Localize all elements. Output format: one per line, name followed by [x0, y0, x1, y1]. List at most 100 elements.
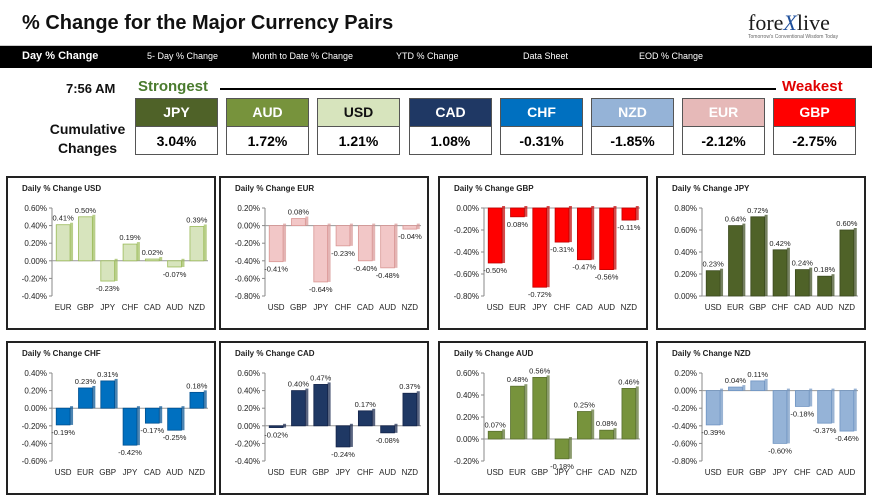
y-tick-label: 0.80%: [674, 204, 697, 213]
bar-aud: [380, 223, 398, 269]
bar-cad: [357, 223, 376, 262]
data-label: 0.42%: [769, 239, 791, 248]
currency-cumulative-value: 3.04%: [136, 126, 217, 154]
tab-month-to-date-change[interactable]: Month to Date % Change: [252, 51, 354, 61]
bar-nzd: [621, 386, 639, 440]
bar-chart-nzd: 0.20% 0.00% -0.20% -0.40% -0.60% -0.80% -0.39%…: [672, 369, 859, 477]
currency-box-usd: USD 1.21%: [317, 98, 400, 155]
bar-front: [817, 390, 832, 424]
tab-ytd-change[interactable]: YTD % Change: [396, 51, 459, 61]
bar-front: [510, 207, 525, 218]
y-tick-label: -0.80%: [454, 292, 479, 301]
bar-chf: [576, 409, 595, 440]
bar-front: [487, 207, 503, 264]
bar-front: [313, 225, 329, 283]
bar-cad: [144, 257, 163, 262]
x-tick-label: USD: [268, 468, 285, 477]
x-tick-label: JPY: [555, 468, 570, 477]
bar-front: [55, 407, 71, 426]
forexlive-logo[interactable]: foreXlive Tomorrow's Conventional Wisdom…: [748, 10, 839, 40]
bar-front: [487, 430, 503, 440]
bar-eur: [728, 385, 746, 392]
x-tick-label: CHF: [772, 303, 789, 312]
x-tick-label: NZD: [621, 303, 638, 312]
tab-eod-change[interactable]: EOD % Change: [639, 51, 704, 61]
bar-side: [159, 406, 163, 424]
bar-side: [305, 388, 309, 426]
bar-side: [70, 406, 74, 425]
x-tick-label: USD: [55, 468, 72, 477]
bar-usd: [268, 223, 287, 263]
bar-front: [705, 270, 721, 297]
data-label: -0.24%: [331, 450, 355, 459]
data-label: -0.04%: [398, 232, 422, 241]
bar-cad: [144, 406, 163, 424]
bar-side: [502, 429, 506, 439]
chart-title: Daily % Change NZD: [672, 349, 751, 358]
bar-side: [283, 423, 287, 428]
bar-front: [189, 391, 205, 409]
bar-front: [357, 410, 373, 427]
x-tick-label: GBP: [749, 303, 766, 312]
data-label: 0.24%: [792, 259, 814, 268]
bar-chart-jpy: 0.80% 0.60% 0.40% 0.20% 0.00% 0.23% USD 0.64% EU…: [674, 204, 858, 312]
bar-side: [327, 382, 331, 426]
bar-side: [372, 223, 376, 261]
x-tick-label: AUD: [598, 303, 615, 312]
y-tick-label: 0.60%: [674, 226, 697, 235]
bar-chf: [554, 206, 572, 243]
x-tick-label: CAD: [144, 468, 161, 477]
bar-side: [114, 258, 118, 282]
bar-side: [742, 385, 746, 391]
data-label: 0.46%: [618, 377, 640, 386]
y-tick-label: 0.00%: [456, 435, 479, 444]
x-tick-label: GBP: [99, 468, 116, 477]
y-tick-label: 0.60%: [456, 369, 479, 378]
y-tick-label: 0.00%: [24, 404, 47, 413]
bar-front: [772, 390, 788, 444]
bar-side: [786, 388, 790, 444]
x-tick-label: USD: [487, 468, 504, 477]
bar-nzd: [621, 206, 639, 221]
data-label: -0.02%: [264, 431, 288, 440]
x-tick-label: GBP: [77, 303, 94, 312]
bar-chf: [357, 408, 376, 427]
tab-data-sheet[interactable]: Data Sheet: [523, 51, 569, 61]
bar-side: [203, 224, 207, 261]
currency-cumulative-value: 1.21%: [318, 126, 399, 154]
chart-title: Daily % Change AUD: [454, 349, 534, 358]
data-label: -0.18%: [790, 409, 814, 418]
chart-title: Daily % Change EUR: [235, 184, 315, 193]
y-tick-label: -0.20%: [672, 404, 697, 413]
tab-5-day-change[interactable]: 5- Day % Change: [147, 51, 219, 61]
x-tick-label: GBP: [749, 468, 766, 477]
bar-front: [839, 229, 855, 297]
bar-nzd: [839, 228, 857, 297]
data-label: -0.40%: [353, 264, 377, 273]
bar-side: [809, 267, 813, 296]
bar-chart-chf: 0.40% 0.20% 0.00% -0.20% -0.40% -0.60% -0.19% U…: [22, 369, 208, 477]
data-label: 0.17%: [355, 400, 377, 409]
bar-side: [416, 223, 420, 230]
x-tick-label: CAD: [794, 303, 811, 312]
data-label: 0.37%: [399, 382, 421, 391]
bar-side: [591, 409, 595, 439]
bar-side: [720, 388, 724, 425]
y-tick-label: 0.00%: [237, 222, 260, 231]
bar-front: [794, 269, 810, 297]
bar-front: [144, 407, 160, 424]
bar-front: [357, 225, 373, 262]
chart-panel-eur: Daily % Change EUR 0.20% 0.00% -0.20% -0.40%…: [219, 176, 429, 330]
chart-title: Daily % Change CAD: [235, 349, 315, 358]
currency-box-aud: AUD 1.72%: [226, 98, 309, 155]
bar-side: [92, 385, 96, 409]
bar-side: [635, 206, 639, 221]
tab-day-change[interactable]: Day % Change: [22, 50, 99, 62]
y-tick-label: 0.20%: [674, 369, 697, 378]
data-label: 0.31%: [97, 370, 119, 379]
bar-side: [568, 206, 572, 243]
bar-aud: [167, 406, 185, 431]
y-tick-label: 0.40%: [237, 387, 260, 396]
y-tick-label: -0.40%: [22, 292, 47, 301]
y-tick-label: 0.20%: [24, 239, 47, 248]
